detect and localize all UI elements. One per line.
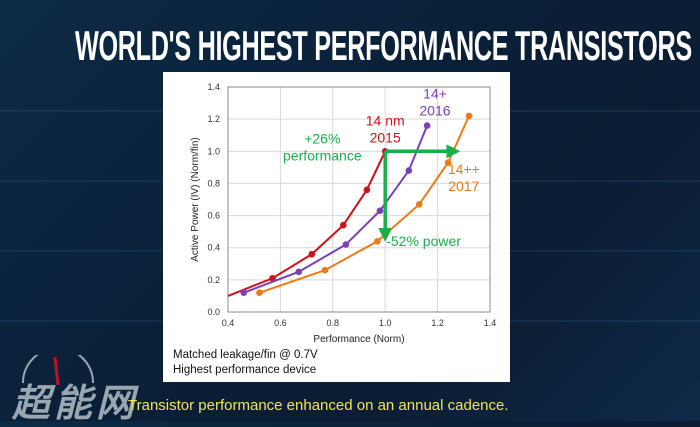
- y-tick-label: 0.2: [207, 275, 220, 285]
- slide-caption: Transistor performance enhanced on an an…: [128, 397, 509, 414]
- y-tick-label: 0.4: [207, 243, 220, 253]
- y-tick-label: 0.8: [207, 178, 220, 188]
- speedometer-logo-icon: [22, 355, 94, 385]
- series-label: 14++: [448, 161, 480, 177]
- annotation-text: -52% power: [386, 233, 461, 249]
- y-tick-label: 1.4: [207, 82, 220, 92]
- data-point: [423, 122, 431, 129]
- plot-frame: [227, 86, 491, 313]
- annotation-text: +26%: [304, 130, 340, 146]
- chart-panel: [163, 72, 510, 382]
- y-tick-label: 1.0: [207, 146, 220, 156]
- annotation-text: performance: [283, 147, 362, 163]
- y-tick-label: 1.2: [207, 114, 220, 124]
- x-tick-label: 0.8: [327, 318, 340, 328]
- data-point: [444, 159, 452, 166]
- x-tick-label: 1.0: [379, 318, 392, 328]
- watermark-logo: 超能网: [12, 383, 139, 425]
- note-device: Highest performance device: [173, 364, 317, 376]
- x-tick-label: 0.4: [222, 318, 235, 328]
- note-leakage: Matched leakage/fin @ 0.7V: [173, 349, 318, 361]
- data-point: [256, 289, 263, 297]
- x-axis-label: Performance (Norm): [313, 334, 404, 345]
- data-point: [308, 250, 316, 258]
- data-point: [339, 221, 347, 229]
- series-label: 2015: [370, 130, 401, 146]
- y-tick-label: 0.0: [207, 307, 220, 317]
- series-line: [243, 125, 429, 294]
- data-point: [240, 289, 248, 297]
- data-point: [321, 266, 329, 274]
- x-tick-label: 1.4: [484, 318, 497, 328]
- data-point: [415, 201, 423, 208]
- series-label: 2016: [419, 102, 450, 118]
- data-point: [342, 241, 350, 248]
- x-tick-label: 0.6: [274, 318, 287, 328]
- data-point: [363, 186, 371, 194]
- series-label: 2017: [448, 178, 479, 194]
- data-point: [295, 268, 303, 276]
- y-tick-label: 0.6: [207, 211, 220, 221]
- slide-title: WORLD'S HIGHEST PERFORMANCE TRANSISTORS: [75, 22, 692, 69]
- x-tick-label: 1.2: [431, 318, 444, 328]
- y-axis-label: Active Power (IV) (Norm/fin): [190, 137, 201, 261]
- data-point: [376, 207, 384, 215]
- data-point: [374, 237, 381, 245]
- series-label: 14 nm: [366, 113, 405, 129]
- performance-power-chart: 0.4 0.6 0.8 1.0 1.2 1.4 0.0 0.2 0.4 0.6 0.8 1.0 1.2 1…: [190, 82, 497, 345]
- data-point: [269, 274, 276, 282]
- series-line: [227, 150, 387, 297]
- data-point: [465, 112, 473, 120]
- series-label: 14+: [423, 85, 447, 101]
- data-point: [405, 167, 413, 174]
